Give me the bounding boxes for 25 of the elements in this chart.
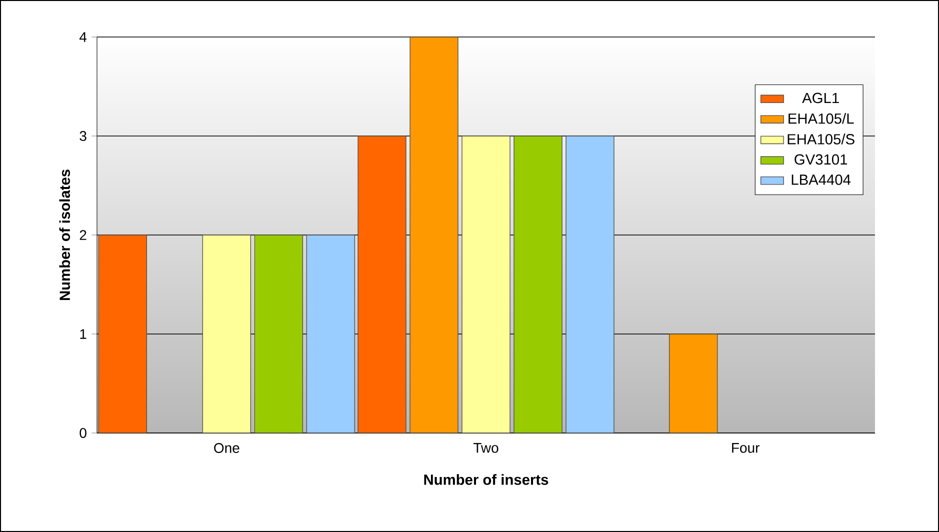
y-axis-title: Number of isolates — [59, 170, 70, 300]
bar — [98, 234, 148, 433]
y-tick-label: 0 — [80, 428, 86, 438]
legend-label: GV3101 — [794, 154, 848, 165]
x-tick-label: Four — [732, 443, 760, 453]
y-tick-label: 4 — [79, 32, 87, 42]
legend-label: EHA105/S — [788, 134, 854, 144]
y-tick-label: 1 — [80, 329, 86, 339]
bar — [410, 37, 458, 433]
bar — [358, 136, 406, 433]
x-tick-label: One — [214, 443, 240, 453]
bar — [254, 234, 303, 433]
bar — [202, 234, 251, 433]
x-axis-title: Number of inserts — [424, 474, 548, 485]
y-tick-label: 2 — [80, 230, 86, 240]
bar — [514, 136, 562, 433]
bar — [306, 234, 356, 433]
legend-label: EHA105/L — [788, 113, 854, 124]
bar — [566, 136, 614, 433]
legend-label: AGL1 — [802, 92, 839, 104]
x-tick-label: Two — [473, 443, 498, 453]
bar — [462, 136, 510, 433]
legend-label: LBA4404 — [792, 174, 851, 185]
y-tick-label: 3 — [80, 131, 86, 141]
bar — [669, 334, 718, 433]
